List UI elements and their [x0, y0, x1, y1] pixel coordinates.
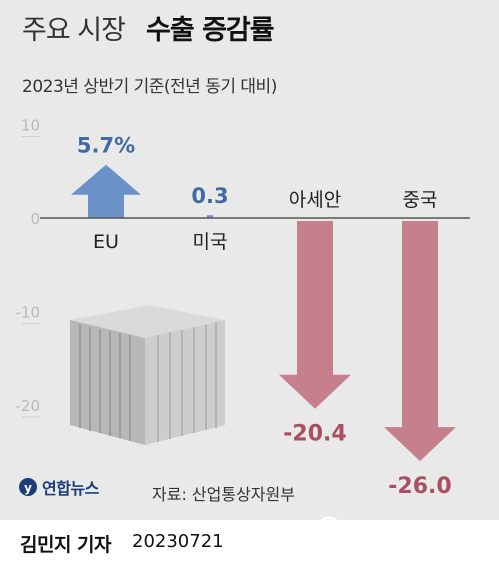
y-tick-label: 0	[30, 210, 40, 228]
value-label: -26.0	[388, 474, 451, 499]
y-tick-label: -10	[16, 304, 41, 322]
bars	[71, 164, 456, 462]
agency-text: YONHAP NEWS	[348, 519, 483, 539]
publish-date: 20230721	[132, 531, 224, 552]
bar-arrow	[384, 221, 456, 462]
y-tick-label: -20	[16, 397, 41, 415]
agency-watermark: YONHAP NEWS	[316, 516, 483, 542]
value-label: -20.4	[283, 422, 346, 447]
yonhap-circle-icon	[316, 516, 342, 542]
category-label: 중국	[403, 189, 438, 211]
container-illustration	[70, 305, 225, 445]
title-light: 주요 시장	[22, 15, 126, 46]
gridlines	[22, 136, 40, 418]
y-ticks: 10 0 -10 -20	[16, 117, 41, 416]
category-label: 아세안	[289, 189, 341, 211]
labels: 5.7% EU 0.3 미국 -20.4 아세안 -26.0 중국	[77, 134, 452, 499]
title-bold: 수출 증감률	[146, 15, 275, 46]
y-tick-label: 10	[21, 117, 40, 135]
value-label: 5.7%	[77, 134, 135, 158]
bar-arrow	[279, 221, 351, 409]
bar-arrow	[71, 164, 141, 218]
infographic-card: 주요 시장 수출 증감률 2023년 상반기 기준(전년 동기 대비) 10 0 -…	[0, 0, 499, 520]
subtitle: 2023년 상반기 기준(전년 동기 대비)	[22, 77, 277, 97]
yonhap-logo: y 연합뉴스	[18, 475, 99, 499]
reporter-name: 김민지 기자	[20, 534, 112, 556]
yonhap-logo-icon: y	[19, 478, 37, 496]
footer: 김민지 기자 20230721	[0, 520, 499, 564]
source-text: 자료: 산업통상자원부	[152, 485, 295, 504]
bar-small	[207, 215, 213, 218]
category-label: EU	[93, 231, 119, 253]
svg-text:y: y	[24, 481, 32, 495]
value-label: 0.3	[191, 184, 228, 208]
export-change-chart: 10 0 -10 -20	[16, 117, 470, 499]
logo-text: 연합뉴스	[42, 479, 99, 498]
category-label: 미국	[193, 231, 228, 253]
